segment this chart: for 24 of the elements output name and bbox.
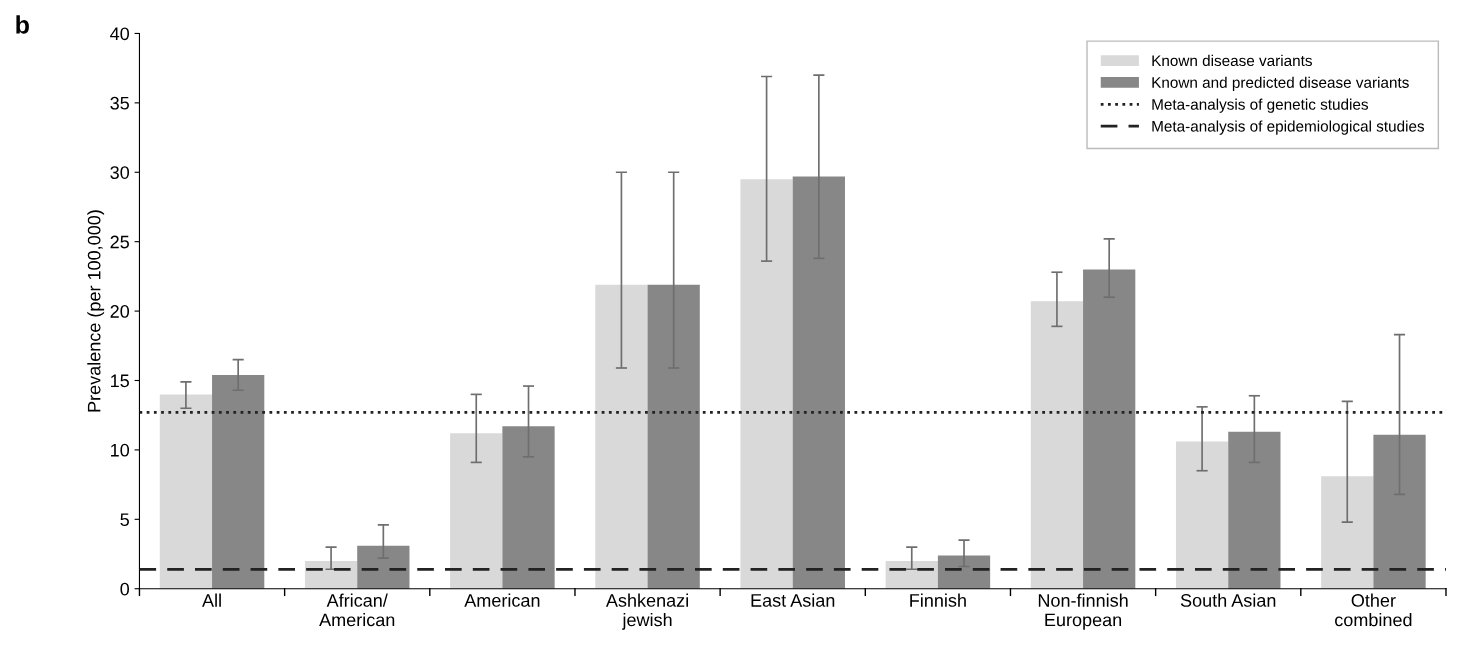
x-tick-label: All (202, 593, 221, 607)
y-tick-label: 20 (110, 305, 130, 318)
x-tick-label: American (464, 593, 540, 607)
x-tick-label: Ashkenazi jewish (605, 593, 688, 630)
legend-label: Known disease variants (1152, 54, 1312, 67)
x-tick-label: African/ American (319, 593, 395, 627)
y-tick-label: 30 (110, 166, 130, 179)
legend-label: Known and predicted disease variants (1152, 76, 1409, 91)
y-tick-label: 10 (111, 443, 130, 457)
y-tick-label: 35 (110, 96, 129, 110)
y-tick-label: 15 (111, 374, 129, 388)
x-tick-label: South Asian (1180, 593, 1276, 607)
text: b (16, 15, 29, 34)
y-tick-label: 25 (110, 235, 129, 249)
x-tick-label: Other combined (1335, 593, 1412, 627)
y-tick-label: 0 (120, 582, 130, 596)
legend-label: Meta-analysis of epidemiological studies (1152, 120, 1425, 135)
y-tick-label: 5 (120, 513, 129, 527)
y-axis-title: Prevalence (per 100,000) (87, 210, 105, 412)
legend-label: Meta-analysis of genetic studies (1152, 98, 1369, 113)
x-tick-label: East Asian (751, 593, 835, 607)
y-tick-label: 40 (110, 27, 130, 41)
x-tick-label: Non-finnish European (1038, 593, 1128, 630)
x-tick-label: Finnish (910, 593, 966, 607)
